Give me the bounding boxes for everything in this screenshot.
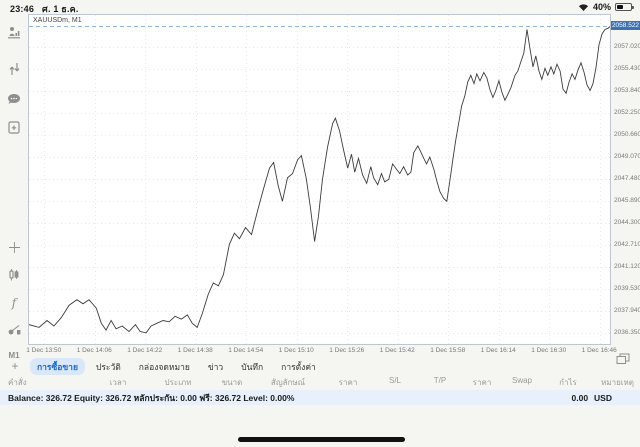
clock-time: 23:46 xyxy=(10,4,35,14)
crosshair-icon[interactable] xyxy=(0,236,28,258)
status-date: ศ. 1 ธ.ค. xyxy=(42,4,79,14)
price-line-series xyxy=(29,26,610,334)
tab-4[interactable]: บันทึก xyxy=(241,361,264,372)
price-tick-label: 2039.530 xyxy=(614,285,640,293)
price-tick-label: 2037.940 xyxy=(614,307,640,315)
price-tick-label: 2057.020 xyxy=(614,42,640,50)
indicators-f-icon[interactable]: f xyxy=(11,296,17,310)
battery-percent: 40% xyxy=(592,2,611,12)
tab-2[interactable]: กล่องจดหมาย xyxy=(138,361,190,372)
wifi-icon xyxy=(578,3,589,12)
price-tick-label: 2052.250 xyxy=(614,108,640,116)
balance-summary-text: Balance: 326.72 Equity: 326.72 หลักประกั… xyxy=(8,392,295,403)
price-tick-label: 2055.430 xyxy=(614,64,640,72)
chart-area[interactable]: XAUUSDm, M1 xyxy=(28,14,611,345)
time-tick-label: 1 Dec 15:10 xyxy=(278,347,314,354)
tab-1[interactable]: ประวัติ xyxy=(95,361,121,372)
left-toolbar: f M1 xyxy=(0,14,28,360)
column-header[interactable]: สัญลักษณ์ xyxy=(270,378,306,387)
account-summary-bar: Balance: 326.72 Equity: 326.72 หลักประกั… xyxy=(0,390,640,405)
column-header[interactable]: เวลา xyxy=(109,378,127,387)
price-tick-label: 2049.070 xyxy=(614,152,640,160)
profit-value: 0.00 xyxy=(571,392,589,403)
tab-3[interactable]: ข่าว xyxy=(207,361,224,372)
price-tick-label: 2044.300 xyxy=(614,218,640,226)
column-header[interactable]: Swap xyxy=(511,376,533,385)
status-bar: 23:46 ศ. 1 ธ.ค. 40% xyxy=(0,0,640,14)
time-tick-label: 1 Dec 16:30 xyxy=(531,347,567,354)
objects-icon[interactable] xyxy=(0,319,28,341)
new-order-icon[interactable] xyxy=(0,116,28,138)
time-tick-label: 1 Dec 16:46 xyxy=(581,347,617,354)
bottom-tab-bar: + การซื้อขาย ประวัติ กล่องจดหมาย ข่าว บันทึก… xyxy=(0,358,640,375)
price-tick-label: 2041.120 xyxy=(614,263,640,271)
timeframe-label: M1 xyxy=(8,350,20,360)
updown-arrows-icon[interactable] xyxy=(0,58,28,80)
price-tick-label: 2050.660 xyxy=(614,130,640,138)
price-axis: 2057.020 2055.430 2053.840 2052.250 2050.660… xyxy=(612,14,640,345)
tab-5[interactable]: การตั้งค่า xyxy=(281,361,316,372)
add-tab-button[interactable]: + xyxy=(11,359,19,373)
price-tick-label: 2045.890 xyxy=(614,196,640,204)
tab-0[interactable]: การซื้อขาย xyxy=(30,358,85,375)
trader-quotes-icon[interactable] xyxy=(0,22,28,44)
time-tick-label: 1 Dec 14:38 xyxy=(177,347,213,354)
price-tick-label: 2042.710 xyxy=(614,241,640,248)
profit-currency: USD xyxy=(594,392,612,403)
home-indicator[interactable] xyxy=(238,437,405,442)
column-header[interactable]: คำสั่ง xyxy=(8,378,27,387)
chart-windows-icon[interactable] xyxy=(616,352,630,364)
price-tick-label: 2036.350 xyxy=(614,329,640,337)
current-price-badge: 2058.522 xyxy=(611,20,640,30)
time-tick-label: 1 Dec 15:42 xyxy=(379,347,415,354)
candlestick-icon[interactable] xyxy=(0,264,28,286)
time-tick-label: 1 Dec 14:22 xyxy=(127,347,163,354)
time-tick-label: 1 Dec 15:58 xyxy=(430,347,466,354)
time-tick-label: 1 Dec 16:14 xyxy=(480,347,516,354)
column-header[interactable]: S/L xyxy=(388,376,402,385)
column-header[interactable]: ประเภท xyxy=(164,378,192,387)
column-header[interactable]: ราคา xyxy=(472,378,492,387)
orders-table-header: คำสั่ง เวลา ประเภท ขนาด สัญลักษณ์ ราคา S/L T/P ร… xyxy=(0,376,640,389)
timeframe-button[interactable]: M1 xyxy=(0,344,28,366)
chart-symbol-title: XAUUSDm, M1 xyxy=(33,17,82,24)
time-tick-label: 1 Dec 14:54 xyxy=(228,347,264,354)
column-header[interactable]: กำไร xyxy=(559,378,577,387)
time-tick-label: 1 Dec 14:06 xyxy=(76,347,112,354)
time-tick-label: 1 Dec 15:26 xyxy=(329,347,365,354)
column-header[interactable]: หมายเหตุ xyxy=(601,378,634,387)
column-header[interactable]: ขนาด xyxy=(221,378,243,387)
time-tick-label: 1 Dec 13:50 xyxy=(26,347,62,354)
price-tick-label: 2047.480 xyxy=(614,174,640,182)
time-axis: 1 Dec 13:50 1 Dec 14:06 1 Dec 14:22 1 Dec 1… xyxy=(26,347,617,357)
column-header[interactable]: T/P xyxy=(433,376,447,385)
battery-icon xyxy=(615,3,634,11)
price-chart xyxy=(29,15,610,344)
column-header[interactable]: ราคา xyxy=(338,378,358,387)
price-tick-label: 2053.840 xyxy=(614,86,640,94)
chat-icon[interactable] xyxy=(0,88,28,110)
